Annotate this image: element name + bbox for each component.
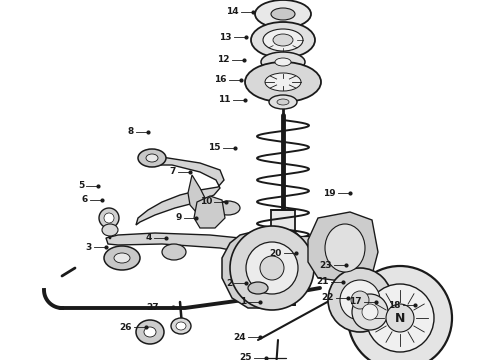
Ellipse shape xyxy=(138,149,166,167)
Text: 9: 9 xyxy=(175,213,182,222)
Ellipse shape xyxy=(114,253,130,263)
Text: 5: 5 xyxy=(78,181,84,190)
Text: 19: 19 xyxy=(323,189,336,198)
Ellipse shape xyxy=(251,22,315,58)
Ellipse shape xyxy=(230,226,314,310)
Ellipse shape xyxy=(171,318,191,334)
Text: 22: 22 xyxy=(321,293,334,302)
Ellipse shape xyxy=(104,246,140,270)
Text: 24: 24 xyxy=(233,333,246,342)
Ellipse shape xyxy=(348,266,452,360)
Ellipse shape xyxy=(216,201,240,215)
Text: 16: 16 xyxy=(215,76,227,85)
Polygon shape xyxy=(136,155,224,225)
Ellipse shape xyxy=(261,52,305,72)
Ellipse shape xyxy=(255,0,311,28)
Bar xyxy=(271,210,295,305)
Polygon shape xyxy=(194,196,225,228)
Text: 6: 6 xyxy=(82,195,88,204)
Ellipse shape xyxy=(269,95,297,109)
Ellipse shape xyxy=(248,282,268,294)
Ellipse shape xyxy=(102,224,118,236)
Ellipse shape xyxy=(104,213,114,223)
Polygon shape xyxy=(222,228,312,308)
Text: 2: 2 xyxy=(226,279,232,288)
Text: 13: 13 xyxy=(220,32,232,41)
Text: 1: 1 xyxy=(240,297,246,306)
Text: 15: 15 xyxy=(209,144,221,153)
Ellipse shape xyxy=(246,242,298,294)
Text: 7: 7 xyxy=(170,167,176,176)
Ellipse shape xyxy=(362,304,378,320)
Ellipse shape xyxy=(340,280,380,320)
Text: N: N xyxy=(395,311,405,324)
Text: 11: 11 xyxy=(219,95,231,104)
Ellipse shape xyxy=(265,73,301,91)
Text: 25: 25 xyxy=(240,354,252,360)
Polygon shape xyxy=(308,212,378,282)
Ellipse shape xyxy=(271,8,295,20)
Text: 8: 8 xyxy=(128,127,134,136)
Ellipse shape xyxy=(176,322,186,330)
Ellipse shape xyxy=(260,256,284,280)
Text: 14: 14 xyxy=(226,8,239,17)
Ellipse shape xyxy=(351,291,369,309)
Text: 23: 23 xyxy=(319,261,332,270)
Polygon shape xyxy=(188,175,206,212)
Ellipse shape xyxy=(263,29,303,51)
Text: 26: 26 xyxy=(120,323,132,332)
Ellipse shape xyxy=(146,154,158,162)
Ellipse shape xyxy=(325,224,365,272)
Text: 10: 10 xyxy=(199,198,212,207)
Bar xyxy=(253,236,313,244)
Text: 18: 18 xyxy=(389,301,401,310)
Ellipse shape xyxy=(386,304,414,332)
Ellipse shape xyxy=(136,320,164,344)
Ellipse shape xyxy=(277,99,289,105)
Text: 3: 3 xyxy=(86,243,92,252)
Text: 12: 12 xyxy=(218,55,230,64)
Ellipse shape xyxy=(144,327,156,337)
Ellipse shape xyxy=(366,284,434,352)
Text: 21: 21 xyxy=(317,278,329,287)
Text: 27: 27 xyxy=(147,302,159,311)
Polygon shape xyxy=(106,233,292,260)
Ellipse shape xyxy=(245,62,321,102)
Ellipse shape xyxy=(273,34,293,46)
Ellipse shape xyxy=(99,208,119,228)
Ellipse shape xyxy=(162,244,186,260)
Text: 20: 20 xyxy=(270,248,282,257)
Ellipse shape xyxy=(275,58,291,66)
Ellipse shape xyxy=(352,294,388,330)
Ellipse shape xyxy=(328,268,392,332)
Text: 4: 4 xyxy=(146,234,152,243)
Text: 17: 17 xyxy=(349,297,362,306)
